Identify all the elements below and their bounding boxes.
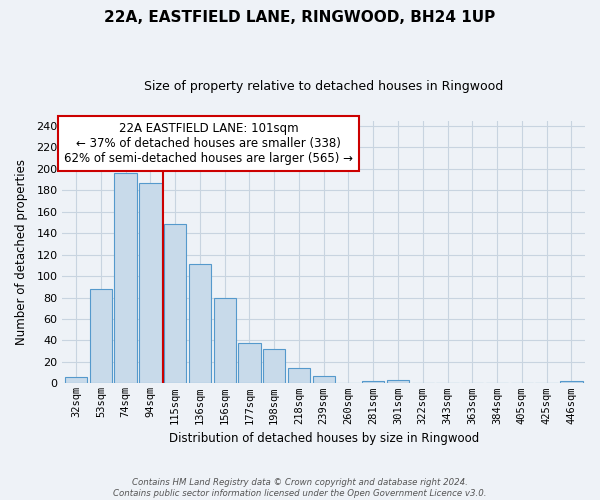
- Bar: [560, 381, 583, 384]
- Title: Size of property relative to detached houses in Ringwood: Size of property relative to detached ho…: [144, 80, 503, 93]
- Bar: [387, 380, 409, 384]
- Bar: [214, 298, 236, 384]
- Bar: [89, 289, 112, 384]
- Bar: [313, 376, 335, 384]
- Bar: [238, 342, 260, 384]
- Bar: [164, 224, 186, 384]
- Bar: [189, 264, 211, 384]
- Bar: [65, 377, 87, 384]
- X-axis label: Distribution of detached houses by size in Ringwood: Distribution of detached houses by size …: [169, 432, 479, 445]
- Bar: [288, 368, 310, 384]
- Y-axis label: Number of detached properties: Number of detached properties: [15, 159, 28, 345]
- Bar: [139, 183, 161, 384]
- Bar: [362, 381, 385, 384]
- Text: 22A EASTFIELD LANE: 101sqm
← 37% of detached houses are smaller (338)
62% of sem: 22A EASTFIELD LANE: 101sqm ← 37% of deta…: [64, 122, 353, 165]
- Bar: [263, 349, 286, 384]
- Bar: [115, 173, 137, 384]
- Text: Contains HM Land Registry data © Crown copyright and database right 2024.
Contai: Contains HM Land Registry data © Crown c…: [113, 478, 487, 498]
- Text: 22A, EASTFIELD LANE, RINGWOOD, BH24 1UP: 22A, EASTFIELD LANE, RINGWOOD, BH24 1UP: [104, 10, 496, 25]
